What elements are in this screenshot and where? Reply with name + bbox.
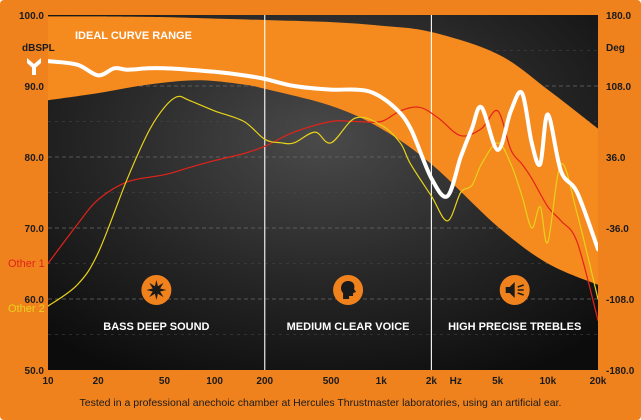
series-line-other-2 <box>48 95 598 307</box>
series-line-other-1 <box>48 106 598 321</box>
annotation-other-1: Other 1 <box>8 258 45 270</box>
footnote: Tested in a professional anechoic chambe… <box>79 397 562 409</box>
y2-tick-label: 36.0 <box>606 153 626 164</box>
x-tick-label: 5k <box>492 376 504 387</box>
axis-layer: 100.0 90.0 80.0 70.0 60.0 50.0 180.0 108.0 36.0 -… <box>19 11 635 387</box>
annotation-other-2: Other 2 <box>8 303 45 315</box>
region-2: HIGH PRECISE TREBLES <box>448 275 581 333</box>
y2-tick-label: -36.0 <box>606 224 629 235</box>
x-tick-label: 10 <box>42 376 54 387</box>
x-tick-label: 10k <box>540 376 557 387</box>
y-tick-label: 70.0 <box>25 224 45 235</box>
y2-tick-label: -180.0 <box>606 366 635 377</box>
region-1: MEDIUM CLEAR VOICE <box>287 275 410 333</box>
explosion-shape <box>146 280 167 300</box>
region-label-0: BASS DEEP SOUND <box>103 321 209 333</box>
x-tick-label: 20 <box>93 376 105 387</box>
left-axis-unit: dBSPL <box>22 43 55 54</box>
x-tick-label: 1k <box>376 376 388 387</box>
y2-tick-label: 180.0 <box>606 11 631 22</box>
y-tick-label: 90.0 <box>25 82 45 93</box>
head-shape <box>341 281 357 299</box>
series-line-main <box>48 59 598 252</box>
brand-logo-icon <box>27 58 41 75</box>
x-tick-label: 2k <box>426 376 438 387</box>
ideal-curve-range-band <box>48 16 598 285</box>
region-label-2: HIGH PRECISE TREBLES <box>448 321 581 333</box>
x-tick-label: 20k <box>590 376 607 387</box>
sound-wave <box>517 292 524 296</box>
sound-wave <box>517 284 524 288</box>
ideal-range-title: IDEAL CURVE RANGE <box>75 30 192 42</box>
x-tick-label: Hz <box>450 376 462 387</box>
right-axis-unit: Deg <box>606 43 625 54</box>
x-tick-label: 500 <box>323 376 340 387</box>
x-tick-label: 200 <box>256 376 273 387</box>
region-separators <box>264 15 432 370</box>
y-tick-label: 100.0 <box>19 11 44 22</box>
x-tick-label: 100 <box>206 376 223 387</box>
y-tick-label: 50.0 <box>25 366 45 377</box>
ideal-range-layer <box>48 16 598 285</box>
y2-tick-label: -108.0 <box>606 295 635 306</box>
y-tick-label: 60.0 <box>25 295 45 306</box>
region-0: BASS DEEP SOUND <box>103 275 210 333</box>
y-tick-label: 80.0 <box>25 153 45 164</box>
y2-tick-label: 108.0 <box>606 82 631 93</box>
region-layer: BASS DEEP SOUND MEDIUM CLEAR VOICE HIGH PR… <box>103 275 581 333</box>
speaker-shape <box>505 282 515 298</box>
series-layer <box>48 59 598 321</box>
region-label-1: MEDIUM CLEAR VOICE <box>287 321 410 333</box>
x-tick-label: 50 <box>159 376 171 387</box>
